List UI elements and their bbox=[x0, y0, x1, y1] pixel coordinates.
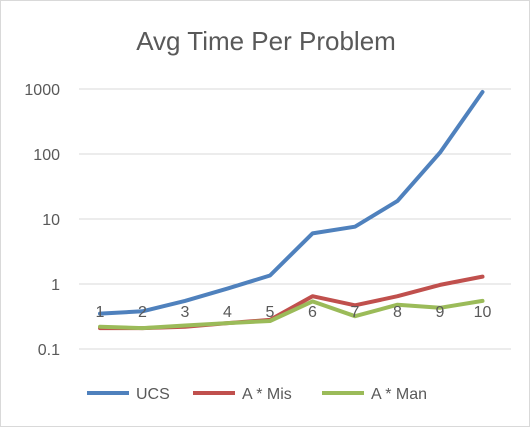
x-tick-label: 1 bbox=[96, 304, 105, 321]
series-line-2 bbox=[98, 298, 485, 331]
legend-label-2: A * Man bbox=[371, 386, 427, 403]
y-tick-label: 1 bbox=[51, 277, 60, 294]
legend-label-1: A * Mis bbox=[242, 386, 292, 403]
series-lines bbox=[98, 90, 485, 331]
x-tick-label: 2 bbox=[138, 304, 147, 321]
legend-label-0: UCS bbox=[136, 386, 170, 403]
y-tick-label: 1000 bbox=[24, 82, 60, 99]
x-tick-label: 4 bbox=[223, 304, 232, 321]
y-axis-ticks: 0.1 1 10 100 1000 bbox=[24, 82, 60, 359]
x-tick-label: 6 bbox=[308, 304, 317, 321]
y-tick-label: 0.1 bbox=[38, 342, 60, 359]
x-tick-label: 8 bbox=[393, 304, 402, 321]
x-tick-label: 7 bbox=[351, 304, 360, 321]
chart-title: Avg Time Per Problem bbox=[136, 26, 396, 56]
y-tick-label: 10 bbox=[42, 212, 60, 229]
x-tick-label: 10 bbox=[474, 304, 492, 321]
x-tick-label: 3 bbox=[181, 304, 190, 321]
x-axis-ticks: 1 2 3 4 5 6 7 8 9 10 bbox=[96, 304, 492, 321]
x-tick-label: 9 bbox=[436, 304, 445, 321]
y-tick-label: 100 bbox=[33, 147, 60, 164]
x-tick-label: 5 bbox=[266, 304, 275, 321]
series-line-0 bbox=[98, 90, 485, 316]
legend: UCS A * Mis A * Man bbox=[87, 386, 427, 403]
